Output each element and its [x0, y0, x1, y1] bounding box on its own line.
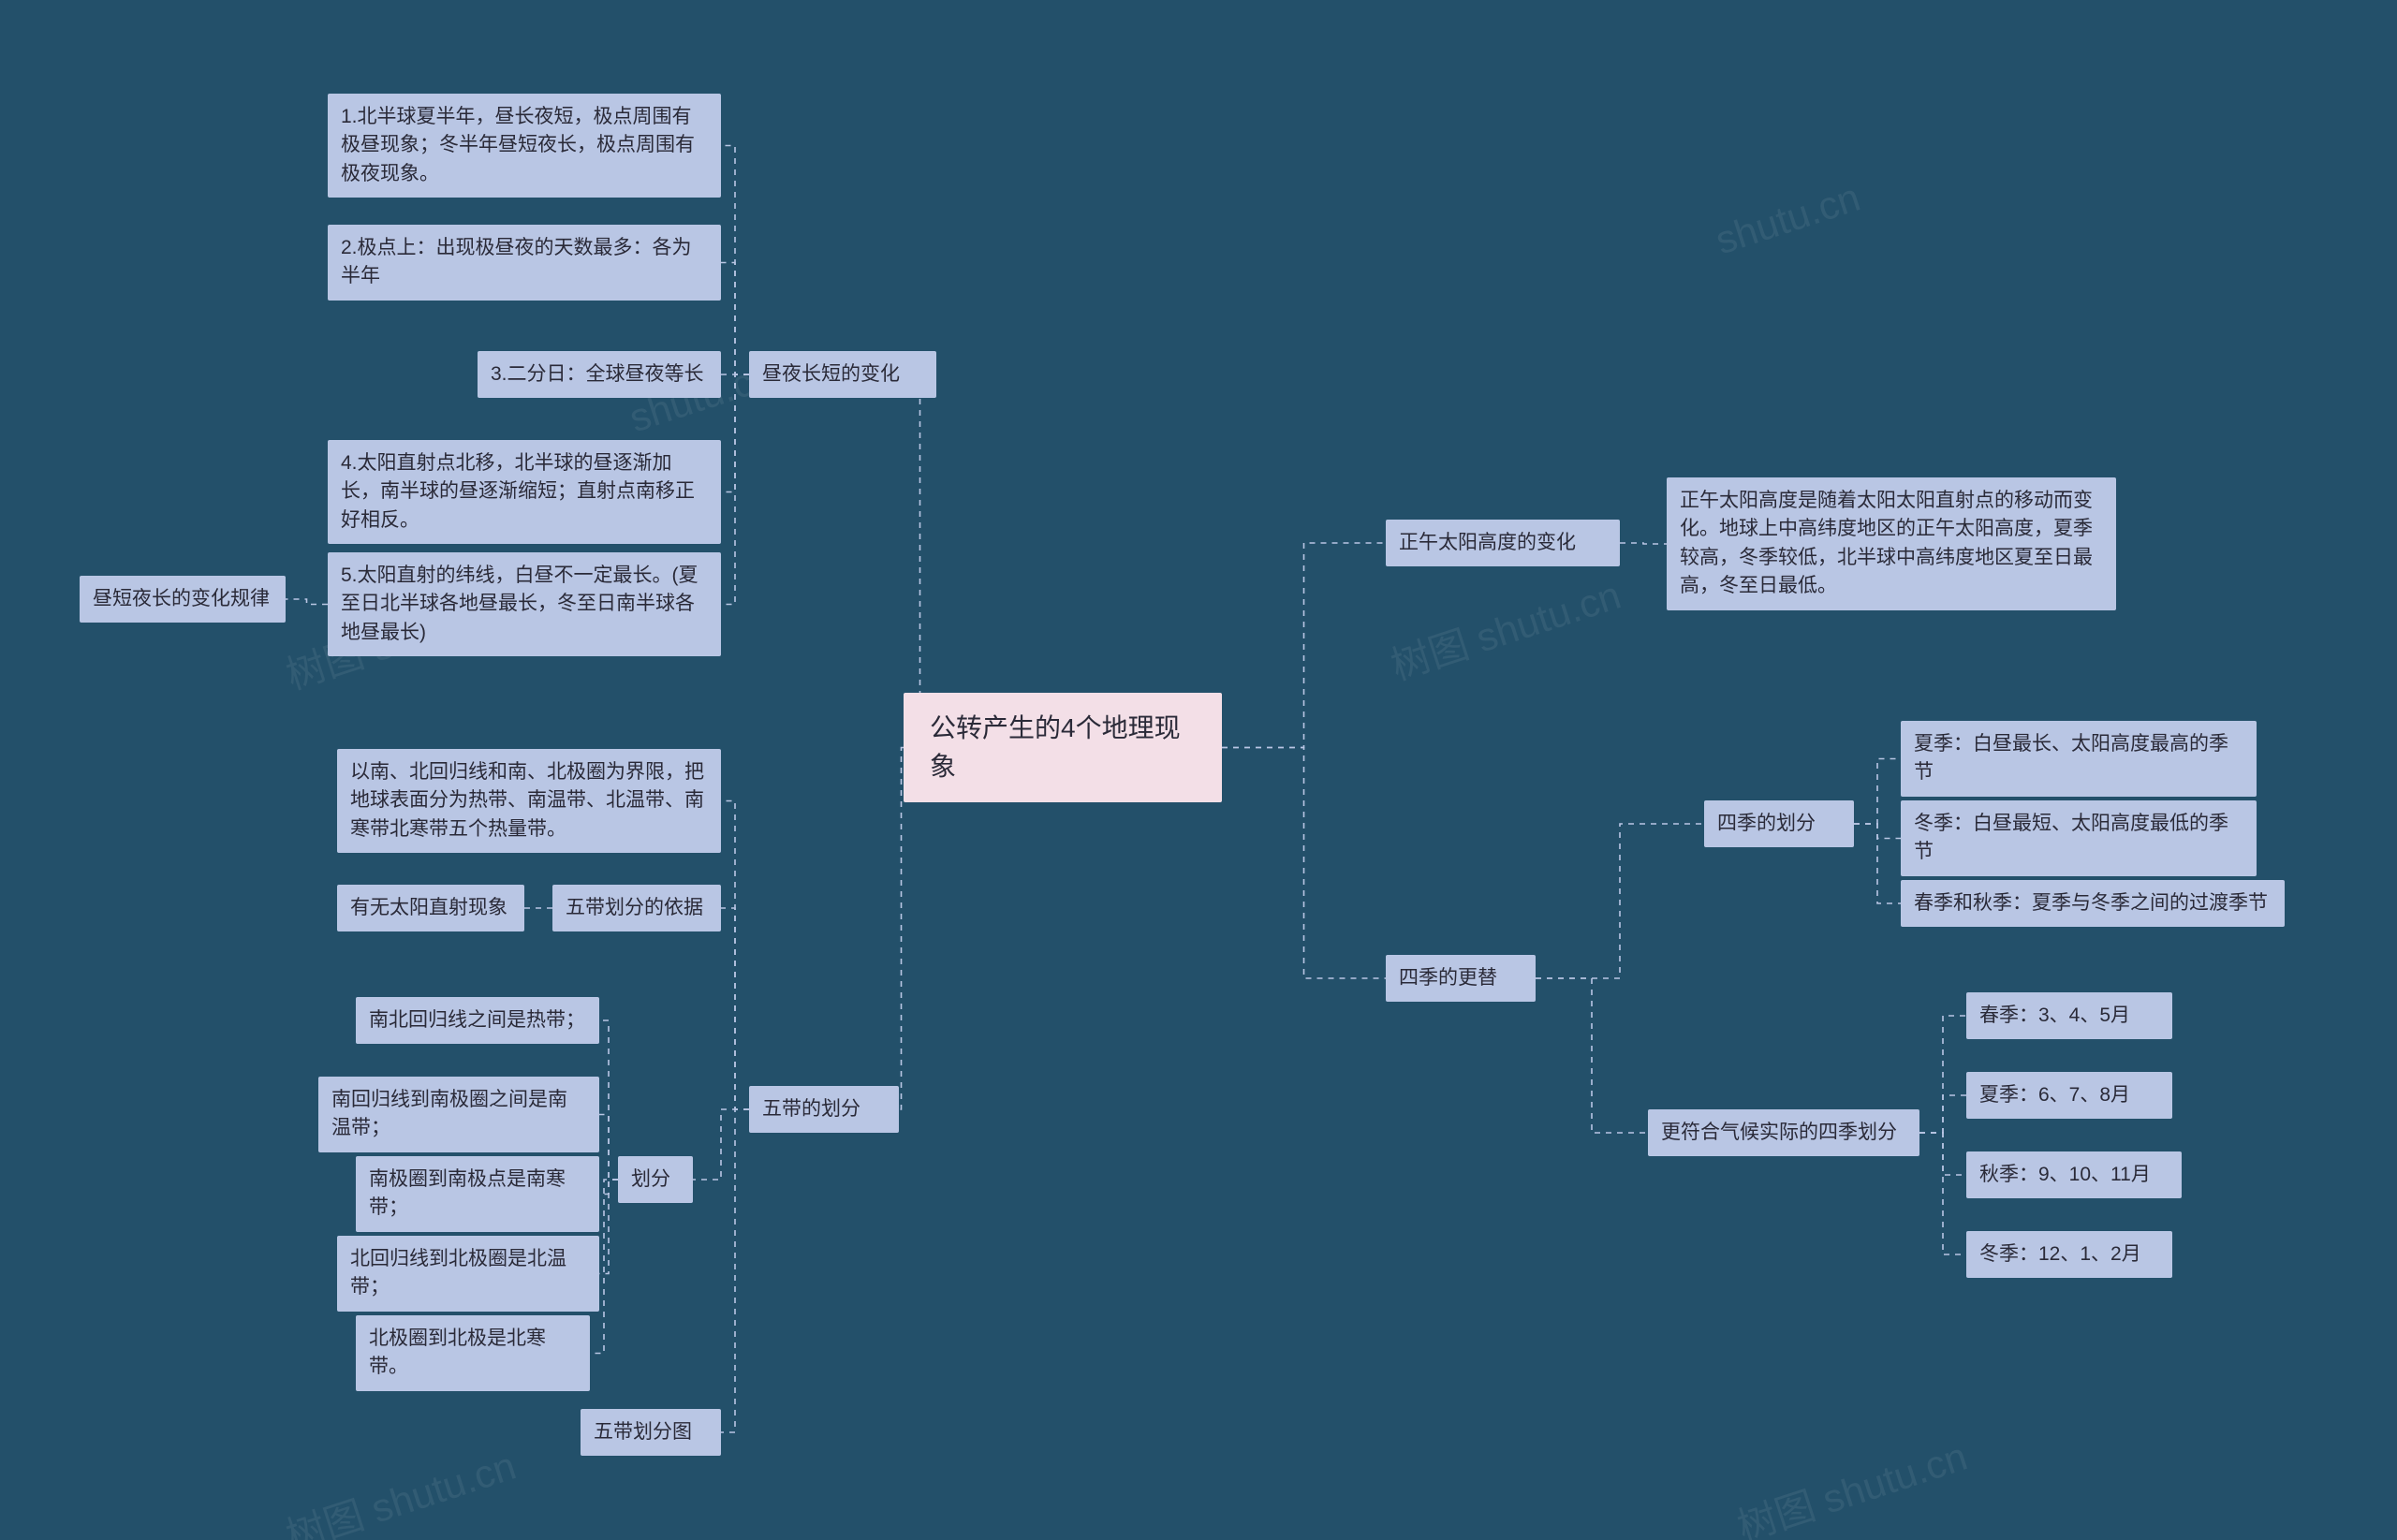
mindmap-node: 以南、北回归线和南、北极圈为界限，把地球表面分为热带、南温带、北温带、南寒带北寒… [337, 749, 721, 853]
mindmap-node: 五带的划分 [749, 1086, 899, 1133]
mindmap-node: 秋季：9、10、11月 [1966, 1151, 2182, 1198]
mindmap-node: 夏季：6、7、8月 [1966, 1072, 2172, 1119]
watermark: 树图 shutu.cn [1383, 564, 1627, 692]
mindmap-node: 春季和秋季：夏季与冬季之间的过渡季节 [1901, 880, 2285, 927]
mindmap-node: 更符合气候实际的四季划分 [1648, 1109, 1919, 1156]
root-node: 公转产生的4个地理现象 [904, 693, 1222, 802]
mindmap-node: 春季：3、4、5月 [1966, 992, 2172, 1039]
mindmap-node: 五带划分的依据 [552, 885, 721, 931]
mindmap-node: 4.太阳直射点北移，北半球的昼逐渐加长，南半球的昼逐渐缩短；直射点南移正好相反。 [328, 440, 721, 544]
mindmap-node: 划分 [618, 1156, 693, 1203]
mindmap-node: 5.太阳直射的纬线，白昼不一定最长。(夏至日北半球各地昼最长，冬至日南半球各地昼… [328, 552, 721, 656]
mindmap-node: 南极圈到南极点是南寒带； [356, 1156, 599, 1232]
mindmap-node: 正午太阳高度的变化 [1386, 520, 1620, 566]
mindmap-node: 冬季：12、1、2月 [1966, 1231, 2172, 1278]
mindmap-node: 南北回归线之间是热带； [356, 997, 599, 1044]
mindmap-node: 昼短夜长的变化规律 [80, 576, 286, 623]
mindmap-node: 北极圈到北极是北寒带。 [356, 1315, 590, 1391]
mindmap-node: 北回归线到北极圈是北温带； [337, 1236, 599, 1312]
watermark: 树图 shutu.cn [278, 1434, 522, 1540]
mindmap-node: 3.二分日：全球昼夜等长 [478, 351, 721, 398]
watermark: shutu.cn [1710, 175, 1865, 264]
mindmap-node: 冬季：白昼最短、太阳高度最低的季节 [1901, 800, 2257, 876]
mindmap-node: 夏季：白昼最长、太阳高度最高的季节 [1901, 721, 2257, 797]
mindmap-node: 昼夜长短的变化 [749, 351, 936, 398]
mindmap-node: 四季的更替 [1386, 955, 1536, 1002]
mindmap-node: 正午太阳高度是随着太阳太阳直射点的移动而变化。地球上中高纬度地区的正午太阳高度，… [1667, 477, 2116, 610]
mindmap-node: 五带划分图 [581, 1409, 721, 1456]
mindmap-node: 有无太阳直射现象 [337, 885, 524, 931]
mindmap-node: 四季的划分 [1704, 800, 1854, 847]
watermark: 树图 shutu.cn [1729, 1425, 1974, 1540]
mindmap-node: 2.极点上：出现极昼夜的天数最多：各为半年 [328, 225, 721, 301]
mindmap-canvas: 树图 shutu.cnshutu.cn树图 shutu.cnshutu.cn树图… [0, 0, 2397, 1540]
mindmap-node: 南回归线到南极圈之间是南温带； [318, 1077, 599, 1152]
mindmap-node: 1.北半球夏半年，昼长夜短，极点周围有极昼现象；冬半年昼短夜长，极点周围有极夜现… [328, 94, 721, 198]
